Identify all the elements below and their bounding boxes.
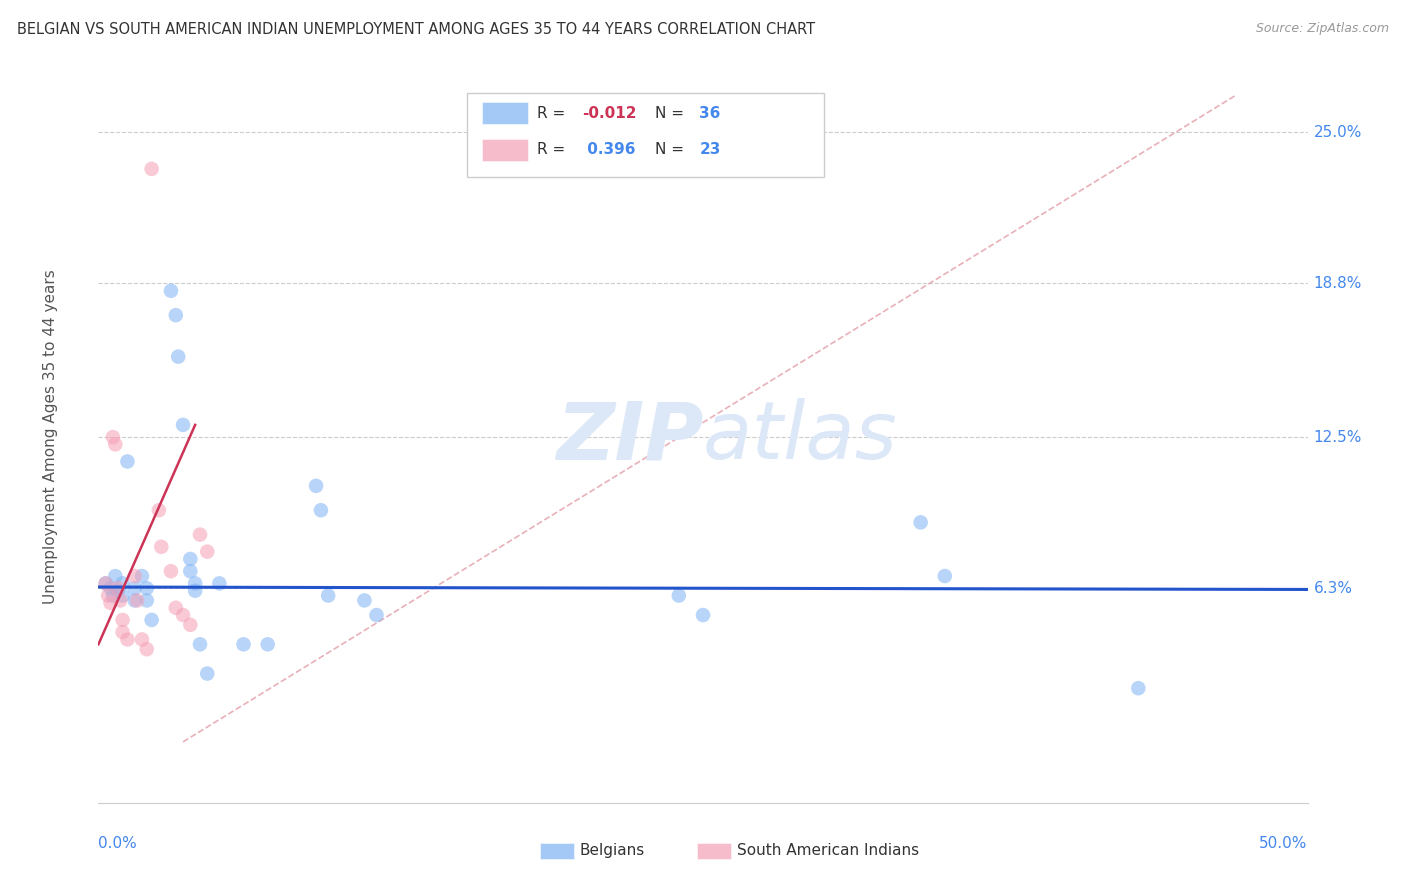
Text: 18.8%: 18.8% — [1313, 276, 1362, 291]
Point — [117, 632, 139, 647]
Point — [111, 576, 134, 591]
Point — [124, 581, 146, 595]
Point — [316, 589, 339, 603]
Point — [179, 564, 201, 578]
Point — [232, 637, 254, 651]
Point — [179, 617, 201, 632]
Text: N =: N = — [655, 142, 689, 157]
Text: R =: R = — [537, 142, 571, 157]
Text: 25.0%: 25.0% — [1313, 125, 1362, 140]
Point — [256, 637, 278, 651]
Point — [124, 569, 146, 583]
Point — [172, 417, 194, 432]
Point — [188, 637, 211, 651]
FancyBboxPatch shape — [482, 102, 527, 124]
Point — [184, 583, 207, 598]
Point — [309, 503, 332, 517]
Point — [692, 608, 714, 623]
Point — [141, 161, 163, 176]
Point — [97, 589, 120, 603]
Point — [107, 583, 129, 598]
Text: 12.5%: 12.5% — [1313, 430, 1362, 444]
Point — [111, 589, 134, 603]
Point — [107, 581, 129, 595]
Point — [172, 608, 194, 623]
Point — [94, 576, 117, 591]
Point — [111, 625, 134, 640]
Text: N =: N = — [655, 105, 689, 120]
Text: 0.0%: 0.0% — [98, 836, 138, 851]
Text: 6.3%: 6.3% — [1313, 581, 1353, 596]
Text: ZIP: ZIP — [555, 398, 703, 476]
Point — [160, 284, 183, 298]
Point — [108, 593, 131, 607]
Text: 23: 23 — [699, 142, 721, 157]
Point — [150, 540, 173, 554]
Text: Unemployment Among Ages 35 to 44 years: Unemployment Among Ages 35 to 44 years — [42, 269, 58, 605]
Point — [94, 576, 117, 591]
Point — [141, 613, 163, 627]
FancyBboxPatch shape — [482, 138, 527, 161]
Point — [195, 666, 218, 681]
Point — [131, 569, 153, 583]
Point — [104, 569, 127, 583]
Point — [111, 613, 134, 627]
Point — [179, 552, 201, 566]
Point — [208, 576, 231, 591]
Point — [135, 593, 157, 607]
Point — [135, 581, 157, 595]
Point — [135, 642, 157, 657]
FancyBboxPatch shape — [540, 843, 574, 859]
Point — [160, 564, 183, 578]
Text: BELGIAN VS SOUTH AMERICAN INDIAN UNEMPLOYMENT AMONG AGES 35 TO 44 YEARS CORRELAT: BELGIAN VS SOUTH AMERICAN INDIAN UNEMPLO… — [17, 22, 815, 37]
Point — [101, 430, 124, 444]
Text: Source: ZipAtlas.com: Source: ZipAtlas.com — [1256, 22, 1389, 36]
Text: 36: 36 — [699, 105, 721, 120]
Point — [188, 527, 211, 541]
Point — [305, 479, 328, 493]
Text: R =: R = — [537, 105, 571, 120]
Point — [1128, 681, 1150, 696]
Point — [353, 593, 375, 607]
Point — [167, 350, 190, 364]
Point — [165, 308, 187, 322]
Text: 50.0%: 50.0% — [1260, 836, 1308, 851]
Point — [100, 581, 122, 595]
Point — [117, 454, 139, 468]
Point — [127, 593, 149, 607]
Text: South American Indians: South American Indians — [737, 843, 920, 858]
Point — [165, 600, 187, 615]
Point — [104, 437, 127, 451]
Point — [131, 632, 153, 647]
Text: Belgians: Belgians — [579, 843, 645, 858]
Point — [101, 589, 124, 603]
FancyBboxPatch shape — [467, 94, 824, 178]
Point — [100, 596, 122, 610]
Point — [184, 576, 207, 591]
Text: -0.012: -0.012 — [582, 105, 637, 120]
Point — [195, 544, 218, 558]
Point — [124, 593, 146, 607]
Text: 0.396: 0.396 — [582, 142, 636, 157]
FancyBboxPatch shape — [697, 843, 731, 859]
Point — [366, 608, 388, 623]
Point — [934, 569, 956, 583]
Point — [668, 589, 690, 603]
Text: atlas: atlas — [703, 398, 898, 476]
Point — [148, 503, 170, 517]
Point — [910, 516, 932, 530]
